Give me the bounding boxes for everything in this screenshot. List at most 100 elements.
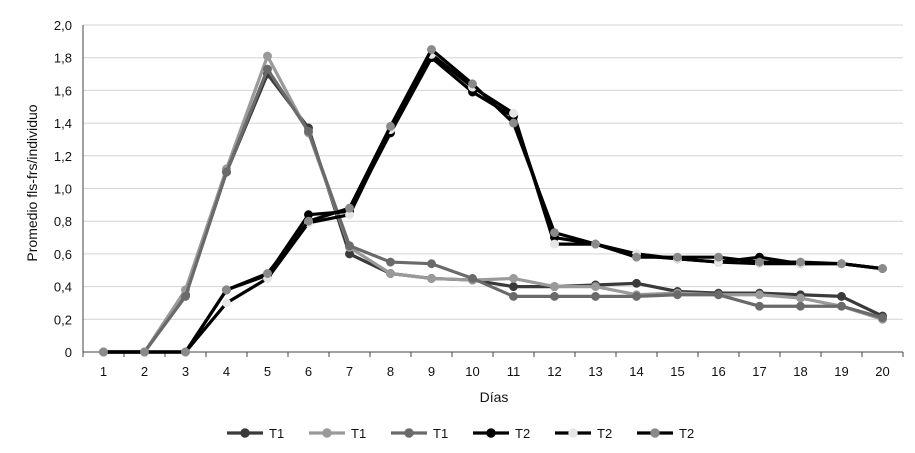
data-point	[550, 228, 559, 238]
data-point	[509, 108, 518, 118]
y-tick-label: 0,8	[54, 214, 72, 229]
data-point	[755, 290, 764, 300]
data-point	[509, 273, 518, 283]
data-point	[345, 241, 354, 251]
data-point	[468, 273, 477, 283]
data-point	[837, 291, 846, 301]
series-group	[99, 45, 887, 357]
y-tick-label: 0,2	[54, 312, 72, 327]
data-point	[181, 291, 190, 301]
series-line	[103, 52, 883, 354]
y-tick-label: 0	[65, 345, 72, 360]
legend-item: T1	[309, 426, 366, 441]
x-tick-label: 14	[629, 364, 643, 379]
data-point	[427, 273, 436, 283]
x-tick-label: 20	[875, 364, 889, 379]
data-point	[427, 45, 436, 54]
data-point	[796, 301, 805, 311]
legend-item: T2	[555, 426, 612, 441]
x-tick-labels: 1 2 3 4 5 6 7 8 9 10 11 12 13 14 15 16 17 18 19 20	[100, 364, 890, 379]
data-point	[427, 259, 436, 269]
data-point	[304, 216, 313, 226]
data-point	[878, 264, 887, 274]
legend-marker	[568, 428, 578, 438]
data-point	[263, 51, 272, 61]
data-point	[304, 126, 313, 136]
x-tick-label: 7	[346, 364, 353, 379]
y-tick-label: 0,6	[54, 247, 72, 262]
x-tick-label: 18	[793, 364, 807, 379]
legend-label: T1	[351, 426, 366, 441]
x-tick-label: 4	[223, 364, 230, 379]
data-point	[755, 301, 764, 311]
data-point	[591, 291, 600, 301]
x-tick-label: 11	[507, 364, 521, 379]
series-line	[103, 47, 883, 354]
data-point	[509, 118, 518, 128]
y-tick-label: 1,6	[54, 83, 72, 98]
data-point	[837, 259, 846, 269]
data-point	[632, 278, 641, 288]
data-point	[386, 121, 395, 131]
y-tick-label: 1,8	[54, 51, 72, 66]
data-point	[632, 252, 641, 262]
y-tick-label: 2,0	[54, 18, 72, 33]
data-point	[550, 291, 559, 301]
data-point	[509, 291, 518, 301]
data-point	[878, 313, 887, 323]
data-point	[632, 291, 641, 301]
y-tick-label: 1,4	[54, 116, 72, 131]
series-line	[103, 67, 883, 354]
x-tick-label: 15	[670, 364, 684, 379]
legend-label: T1	[269, 426, 284, 441]
legend: T1 T1 T1 T2 T2 T2	[227, 426, 694, 441]
x-tick-label: 8	[387, 364, 394, 379]
x-tick-label: 3	[182, 364, 189, 379]
x-tick-label: 1	[100, 364, 107, 379]
data-point	[222, 285, 231, 295]
data-point	[509, 282, 518, 292]
x-tick-label: 13	[588, 364, 602, 379]
legend-label: T2	[679, 426, 694, 441]
x-tick-label: 19	[834, 364, 848, 379]
legend-item: T1	[227, 426, 284, 441]
legend-marker	[404, 428, 414, 438]
data-point	[714, 252, 723, 262]
data-point	[181, 347, 190, 357]
data-point	[222, 167, 231, 177]
data-point	[591, 282, 600, 292]
legend-marker	[240, 428, 250, 438]
legend-marker	[650, 428, 660, 438]
series-6	[99, 45, 887, 357]
legend-item: T1	[391, 426, 448, 441]
legend-marker	[322, 428, 332, 438]
y-tick-label: 0,4	[54, 280, 72, 295]
axes	[82, 25, 904, 357]
data-point	[222, 298, 231, 308]
series-line	[103, 54, 883, 354]
data-point	[837, 301, 846, 311]
x-axis-label: Días	[480, 389, 509, 405]
data-point	[99, 347, 108, 357]
data-point	[673, 290, 682, 300]
grid-lines	[83, 24, 903, 320]
legend-label: T2	[515, 426, 530, 441]
x-tick-label: 12	[547, 364, 561, 379]
data-point	[796, 293, 805, 303]
data-point	[591, 239, 600, 249]
legend-label: T1	[433, 426, 448, 441]
data-point	[386, 257, 395, 267]
y-axis-label: Promedio fls-frs/individuo	[24, 104, 40, 261]
data-point	[345, 203, 354, 213]
legend-item: T2	[473, 426, 530, 441]
x-tick-label: 2	[141, 364, 148, 379]
data-point	[755, 257, 764, 267]
data-point	[714, 290, 723, 300]
x-tick-label: 17	[752, 364, 766, 379]
data-point	[140, 347, 149, 357]
x-tick-label: 16	[711, 364, 725, 379]
data-point	[263, 269, 272, 278]
series-3	[99, 64, 887, 357]
legend-item: T2	[637, 426, 694, 441]
